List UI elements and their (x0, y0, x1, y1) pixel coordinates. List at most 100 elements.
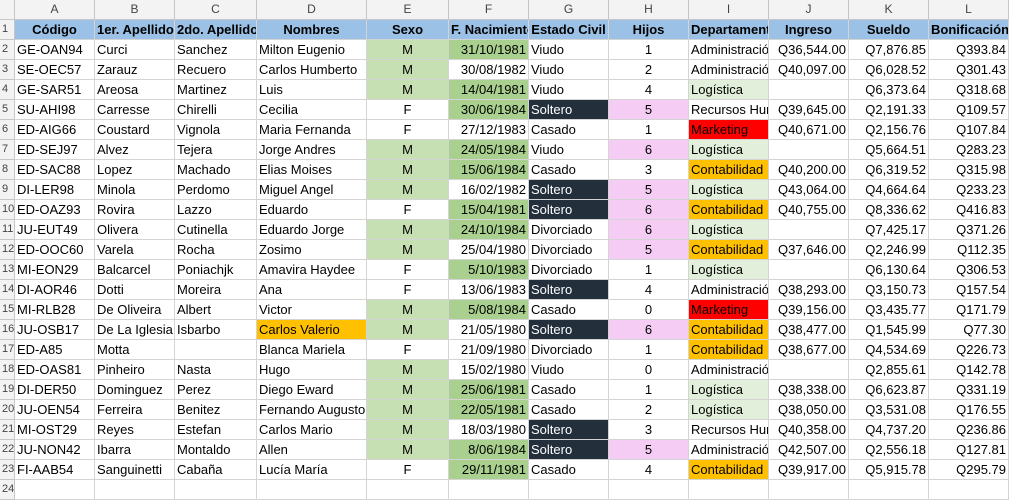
table-cell[interactable] (769, 480, 849, 500)
table-cell[interactable]: Eduardo (257, 200, 367, 220)
table-cell[interactable]: M (367, 380, 449, 400)
row-header-10[interactable]: 10 (0, 200, 15, 220)
table-cell[interactable]: 29/11/1981 (449, 460, 529, 480)
table-cell[interactable]: JU-OSB17 (15, 320, 95, 340)
table-cell[interactable]: M (367, 300, 449, 320)
table-cell[interactable]: ED-OOC60 (15, 240, 95, 260)
table-cell[interactable]: Q107.84 (929, 120, 1009, 140)
table-cell[interactable]: Q38,338.00 (769, 380, 849, 400)
table-cell[interactable]: Soltero (529, 180, 609, 200)
table-cell[interactable]: Q77.30 (929, 320, 1009, 340)
table-cell[interactable] (849, 480, 929, 500)
table-cell[interactable]: Fernando Augusto (257, 400, 367, 420)
table-cell[interactable]: 4 (609, 80, 689, 100)
table-cell[interactable]: Casado (529, 400, 609, 420)
table-cell[interactable]: Administración (689, 60, 769, 80)
table-cell[interactable]: M (367, 320, 449, 340)
table-cell[interactable]: Q40,358.00 (769, 420, 849, 440)
table-cell[interactable]: Q40,097.00 (769, 60, 849, 80)
table-cell[interactable]: Miguel Angel (257, 180, 367, 200)
table-cell[interactable]: 6 (609, 200, 689, 220)
table-cell[interactable]: MI-EON29 (15, 260, 95, 280)
table-cell[interactable]: Hugo (257, 360, 367, 380)
row-header-9[interactable]: 9 (0, 180, 15, 200)
table-cell[interactable]: Q6,028.52 (849, 60, 929, 80)
table-cell[interactable]: 4 (609, 460, 689, 480)
table-cell[interactable]: GE-SAR51 (15, 80, 95, 100)
table-cell[interactable]: Q416.83 (929, 200, 1009, 220)
table-cell[interactable]: De Oliveira (95, 300, 175, 320)
row-header-24[interactable]: 24 (0, 480, 15, 500)
table-cell[interactable] (689, 480, 769, 500)
table-cell[interactable]: 1 (609, 40, 689, 60)
table-cell[interactable]: Cecilia (257, 100, 367, 120)
table-cell[interactable]: Q112.35 (929, 240, 1009, 260)
table-cell[interactable]: Q127.81 (929, 440, 1009, 460)
column-header-b[interactable]: B (95, 0, 175, 20)
table-cell[interactable]: Allen (257, 440, 367, 460)
table-cell[interactable]: SE-OEC57 (15, 60, 95, 80)
table-cell[interactable]: M (367, 400, 449, 420)
table-cell[interactable]: Q3,531.08 (849, 400, 929, 420)
table-cell[interactable]: Curci (95, 40, 175, 60)
row-header-23[interactable]: 23 (0, 460, 15, 480)
table-cell[interactable]: 2 (609, 60, 689, 80)
table-cell[interactable]: Poniachjk (175, 260, 257, 280)
table-cell[interactable]: Q42,507.00 (769, 440, 849, 460)
table-cell[interactable]: DI-AOR46 (15, 280, 95, 300)
table-cell[interactable]: Rovira (95, 200, 175, 220)
table-cell[interactable]: Contabilidad (689, 320, 769, 340)
table-cell[interactable]: Q157.54 (929, 280, 1009, 300)
column-header-k[interactable]: K (849, 0, 929, 20)
table-cell[interactable]: FI-AAB54 (15, 460, 95, 480)
table-header-cell[interactable]: Sueldo (849, 20, 929, 40)
table-header-cell[interactable]: Sexo (367, 20, 449, 40)
column-header-i[interactable]: I (689, 0, 769, 20)
table-cell[interactable] (769, 80, 849, 100)
table-cell[interactable]: 18/03/1980 (449, 420, 529, 440)
table-header-cell[interactable]: Nombres (257, 20, 367, 40)
table-cell[interactable]: Q306.53 (929, 260, 1009, 280)
table-cell[interactable]: Recursos Humanos (689, 420, 769, 440)
table-cell[interactable]: Q39,156.00 (769, 300, 849, 320)
table-cell[interactable]: 3 (609, 160, 689, 180)
table-header-cell[interactable]: Estado Civil (529, 20, 609, 40)
row-header-5[interactable]: 5 (0, 100, 15, 120)
table-cell[interactable]: 24/10/1984 (449, 220, 529, 240)
table-cell[interactable]: Q393.84 (929, 40, 1009, 60)
table-cell[interactable]: SU-AHI98 (15, 100, 95, 120)
row-header-2[interactable]: 2 (0, 40, 15, 60)
table-cell[interactable]: ED-SAC88 (15, 160, 95, 180)
table-cell[interactable]: Carlos Valerio (257, 320, 367, 340)
table-cell[interactable]: Nasta (175, 360, 257, 380)
row-header-18[interactable]: 18 (0, 360, 15, 380)
table-cell[interactable]: Lucía María (257, 460, 367, 480)
table-cell[interactable] (95, 480, 175, 500)
table-cell[interactable]: Administración (689, 280, 769, 300)
table-cell[interactable]: 0 (609, 360, 689, 380)
table-cell[interactable]: Q43,064.00 (769, 180, 849, 200)
table-cell[interactable]: Q283.23 (929, 140, 1009, 160)
table-cell[interactable]: Q36,544.00 (769, 40, 849, 60)
table-cell[interactable]: M (367, 140, 449, 160)
table-cell[interactable]: Ana (257, 280, 367, 300)
table-cell[interactable]: 4 (609, 280, 689, 300)
table-cell[interactable]: Q4,664.64 (849, 180, 929, 200)
row-header-17[interactable]: 17 (0, 340, 15, 360)
table-cell[interactable]: F (367, 280, 449, 300)
table-cell[interactable]: F (367, 200, 449, 220)
table-cell[interactable]: Casado (529, 160, 609, 180)
table-cell[interactable]: Olivera (95, 220, 175, 240)
table-cell[interactable]: Q38,050.00 (769, 400, 849, 420)
table-cell[interactable]: Viudo (529, 140, 609, 160)
table-cell[interactable]: Zarauz (95, 60, 175, 80)
table-cell[interactable]: 27/12/1983 (449, 120, 529, 140)
table-cell[interactable]: Carresse (95, 100, 175, 120)
table-cell[interactable]: Q8,336.62 (849, 200, 929, 220)
table-cell[interactable]: Q142.78 (929, 360, 1009, 380)
table-cell[interactable]: Perdomo (175, 180, 257, 200)
table-cell[interactable]: DI-DER50 (15, 380, 95, 400)
row-header-1[interactable]: 1 (0, 20, 15, 40)
table-cell[interactable]: M (367, 40, 449, 60)
table-cell[interactable]: 6 (609, 220, 689, 240)
